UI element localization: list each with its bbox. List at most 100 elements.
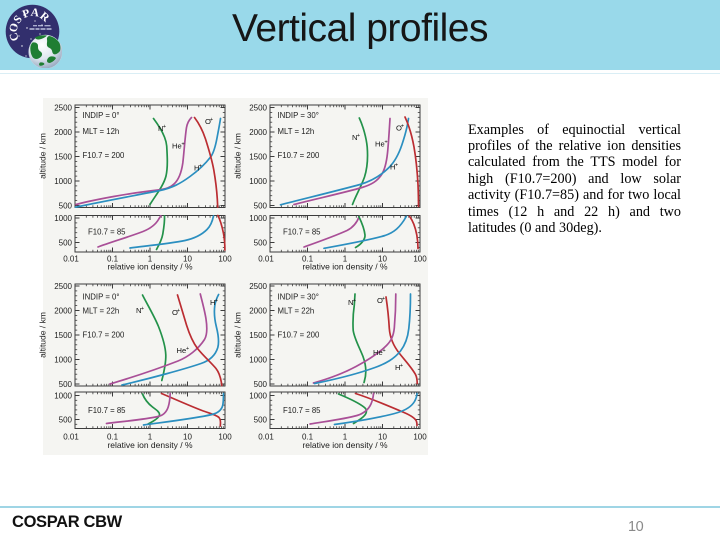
svg-text:0.1: 0.1 — [302, 433, 314, 442]
svg-text:2000: 2000 — [249, 128, 267, 137]
svg-text:INDIP = 0°: INDIP = 0° — [83, 293, 120, 302]
svg-text:O: O — [396, 124, 402, 133]
svg-text:N: N — [348, 298, 353, 307]
svg-text:MLT = 22h: MLT = 22h — [278, 307, 315, 316]
svg-text:100: 100 — [413, 255, 427, 264]
svg-text:0.01: 0.01 — [258, 433, 274, 442]
svg-text:INDIP = 30°: INDIP = 30° — [278, 293, 319, 302]
svg-text:N: N — [136, 306, 141, 315]
svg-text:N: N — [352, 133, 357, 142]
svg-text:0.1: 0.1 — [302, 255, 314, 264]
svg-text:+: + — [400, 363, 404, 369]
svg-text:altitude / km: altitude / km — [38, 312, 48, 358]
svg-text:He: He — [177, 346, 187, 355]
svg-text:2500: 2500 — [249, 103, 267, 112]
svg-text:2000: 2000 — [249, 306, 267, 315]
svg-text:10: 10 — [378, 433, 387, 442]
svg-text:+: + — [382, 296, 386, 302]
svg-text:0.01: 0.01 — [258, 255, 274, 264]
svg-text:He: He — [172, 142, 182, 151]
svg-text:+: + — [215, 298, 219, 304]
svg-text:F10.7 = 200: F10.7 = 200 — [83, 151, 125, 160]
svg-text:F10.7 = 85: F10.7 = 85 — [88, 406, 126, 415]
svg-text:+: + — [353, 298, 357, 304]
svg-text:500: 500 — [254, 415, 268, 424]
svg-text:He: He — [373, 348, 383, 357]
svg-text:F10.7 = 200: F10.7 = 200 — [278, 331, 320, 340]
svg-text:+: + — [177, 308, 181, 314]
svg-text:+: + — [401, 124, 405, 130]
svg-text:0.01: 0.01 — [63, 255, 79, 264]
svg-text:relative ion density / %: relative ion density / % — [302, 262, 387, 272]
svg-text:1000: 1000 — [249, 355, 267, 364]
svg-text:F10.7 = 200: F10.7 = 200 — [83, 331, 125, 340]
svg-text:1500: 1500 — [54, 331, 72, 340]
svg-text:INDIP = 30°: INDIP = 30° — [278, 111, 319, 120]
svg-text:100: 100 — [413, 433, 427, 442]
svg-text:2000: 2000 — [54, 306, 72, 315]
svg-text:1: 1 — [343, 433, 348, 442]
svg-text:1000: 1000 — [249, 391, 267, 400]
svg-text:H: H — [194, 164, 199, 173]
svg-text:2000: 2000 — [54, 128, 72, 137]
svg-text:1: 1 — [148, 433, 153, 442]
svg-text:1000: 1000 — [54, 391, 72, 400]
svg-text:H: H — [390, 163, 395, 172]
svg-text:F10.7 = 85: F10.7 = 85 — [283, 228, 321, 237]
svg-text:1: 1 — [148, 255, 153, 264]
svg-text:500: 500 — [59, 238, 73, 247]
svg-text:H: H — [395, 363, 400, 372]
svg-text:2500: 2500 — [54, 103, 72, 112]
svg-text:H: H — [210, 298, 215, 307]
svg-text:A: A — [30, 7, 40, 20]
svg-text:2500: 2500 — [249, 282, 267, 291]
svg-text:1: 1 — [343, 255, 348, 264]
svg-text:+: + — [199, 164, 203, 170]
svg-text:1500: 1500 — [54, 152, 72, 161]
svg-text:10: 10 — [378, 255, 387, 264]
svg-text:1500: 1500 — [249, 152, 267, 161]
svg-text:altitude / km: altitude / km — [233, 133, 243, 179]
svg-text:MLT = 12h: MLT = 12h — [278, 127, 315, 136]
svg-text:2500: 2500 — [54, 282, 72, 291]
svg-text:+: + — [186, 346, 190, 352]
svg-text:100: 100 — [218, 255, 232, 264]
svg-text:He: He — [375, 140, 385, 149]
svg-text:0.01: 0.01 — [63, 433, 79, 442]
svg-text:+: + — [210, 117, 214, 123]
svg-text:+: + — [181, 142, 185, 148]
svg-text:relative ion density / %: relative ion density / % — [107, 262, 192, 272]
svg-text:1000: 1000 — [54, 355, 72, 364]
svg-text:C: C — [8, 31, 22, 42]
svg-text:1000: 1000 — [54, 214, 72, 223]
svg-text:1000: 1000 — [54, 177, 72, 186]
svg-text:+: + — [395, 163, 399, 169]
svg-text:0.1: 0.1 — [107, 255, 119, 264]
svg-text:P: P — [21, 7, 32, 21]
svg-text:INDIP = 0°: INDIP = 0° — [83, 111, 120, 120]
svg-text:1000: 1000 — [249, 177, 267, 186]
svg-text:+: + — [384, 140, 388, 146]
svg-text:MLT = 22h: MLT = 22h — [83, 307, 120, 316]
svg-text:500: 500 — [59, 415, 73, 424]
svg-text:500: 500 — [59, 380, 73, 389]
svg-text:F10.7 = 200: F10.7 = 200 — [278, 151, 320, 160]
svg-text:+: + — [141, 306, 145, 312]
svg-text:+: + — [382, 348, 386, 354]
svg-text:500: 500 — [254, 380, 268, 389]
svg-text:MLT = 12h: MLT = 12h — [83, 127, 120, 136]
svg-text:10: 10 — [183, 433, 192, 442]
svg-text:+: + — [357, 133, 361, 139]
svg-text:F10.7 = 85: F10.7 = 85 — [88, 228, 126, 237]
svg-text:0.1: 0.1 — [107, 433, 119, 442]
svg-text:F10.7 = 85: F10.7 = 85 — [283, 406, 321, 415]
svg-text:O: O — [8, 22, 22, 33]
svg-text:100: 100 — [218, 433, 232, 442]
svg-text:O: O — [172, 308, 178, 317]
svg-text:1500: 1500 — [249, 331, 267, 340]
svg-text:500: 500 — [254, 238, 268, 247]
svg-text:O: O — [377, 296, 383, 305]
svg-text:+: + — [163, 124, 167, 130]
svg-text:500: 500 — [59, 201, 73, 210]
svg-text:500: 500 — [254, 201, 268, 210]
